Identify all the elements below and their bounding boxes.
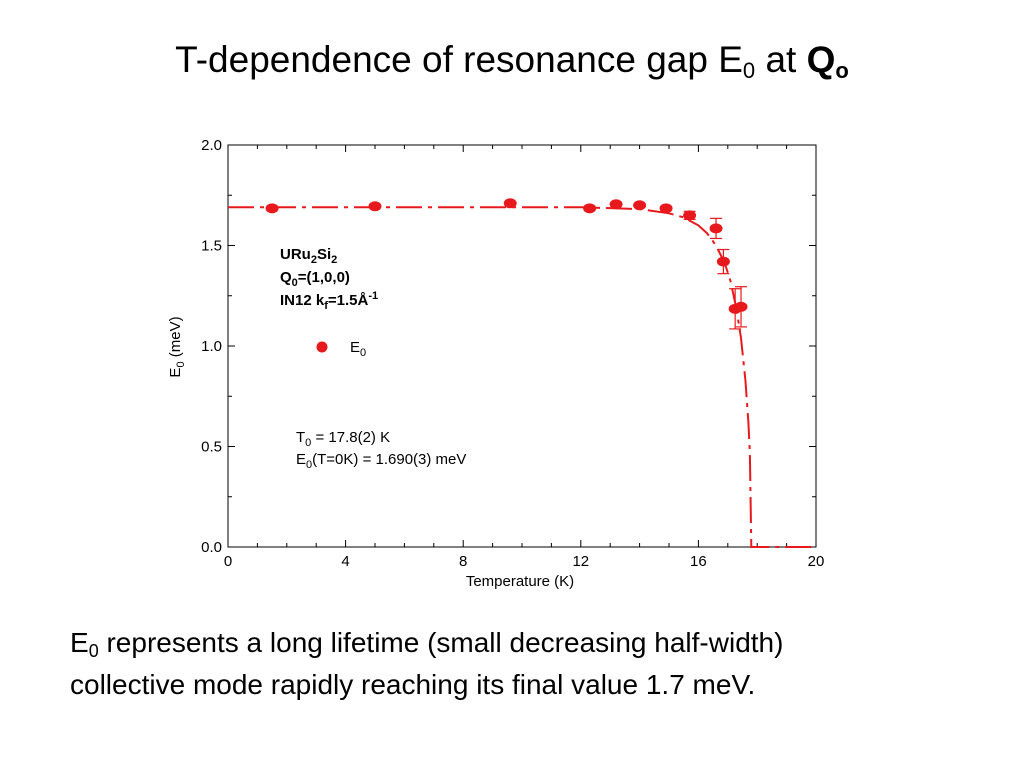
x-tick-label: 16 (690, 553, 707, 570)
title-bold: Q (806, 39, 836, 80)
fit-curve (228, 206, 816, 548)
data-point (368, 201, 382, 212)
y-tick-label: 2.0 (201, 137, 222, 154)
y-tick-label: 0.5 (201, 439, 222, 456)
annotation-t0: T0 = 17.8(2) K (296, 429, 390, 449)
data-point (609, 199, 623, 210)
annotation-e0: E0(T=0K) = 1.690(3) meV (296, 451, 466, 471)
data-point (734, 301, 748, 312)
x-tick-label: 0 (224, 553, 232, 570)
data-point (503, 198, 517, 209)
data-point (659, 203, 673, 214)
title-bold-subscript: o (835, 58, 849, 83)
fit-curve-group (228, 206, 816, 548)
legend-marker (316, 341, 328, 353)
chart-axes: 0 4 8 12 16 20 0.0 0.5 1.0 1.5 2.0 (201, 137, 824, 570)
legend-line-instrument: IN12 kf=1.5Å-1 (280, 290, 378, 312)
legend-line-compound: URu2Si2 (280, 246, 337, 266)
data-point (709, 223, 723, 234)
legend-line-q: Q0=(1,0,0) (280, 269, 350, 289)
data-point (683, 210, 697, 221)
data-point (716, 256, 730, 267)
x-tick-label: 8 (459, 553, 467, 570)
y-tick-label: 1.5 (201, 238, 222, 255)
title-mid: at (755, 39, 807, 80)
x-tick-label: 20 (808, 553, 825, 570)
x-tick-label: 12 (572, 553, 589, 570)
data-point (265, 203, 279, 214)
caption-prefix: E (70, 627, 89, 658)
caption-subscript: 0 (88, 641, 99, 661)
data-point (583, 203, 597, 214)
x-axis-title: Temperature (K) (466, 573, 574, 590)
caption-line1-text: represents a long lifetime (small decrea… (98, 627, 784, 658)
title-prefix: T-dependence of resonance gap E (175, 39, 743, 80)
caption-line-1: E0 represents a long lifetime (small dec… (70, 622, 970, 664)
data-point (633, 200, 647, 211)
slide-title: T-dependence of resonance gap E0 at Qo (0, 38, 1024, 82)
data-points-group (265, 198, 748, 330)
x-tick-label: 4 (341, 553, 349, 570)
title-subscript: 0 (742, 58, 756, 83)
y-tick-label: 1.0 (201, 338, 222, 355)
y-axis-title: E0 (meV) (167, 316, 187, 377)
plot-frame (227, 144, 817, 548)
legend-marker-label: E0 (350, 339, 366, 359)
caption: E0 represents a long lifetime (small dec… (70, 622, 970, 706)
caption-line-2: collective mode rapidly reaching its fin… (70, 669, 756, 700)
y-tick-label: 0.0 (201, 539, 222, 556)
chart: 0 4 8 12 16 20 0.0 0.5 1.0 1.5 2.0 URu2Si2 Q0=(1,0… (167, 137, 824, 590)
